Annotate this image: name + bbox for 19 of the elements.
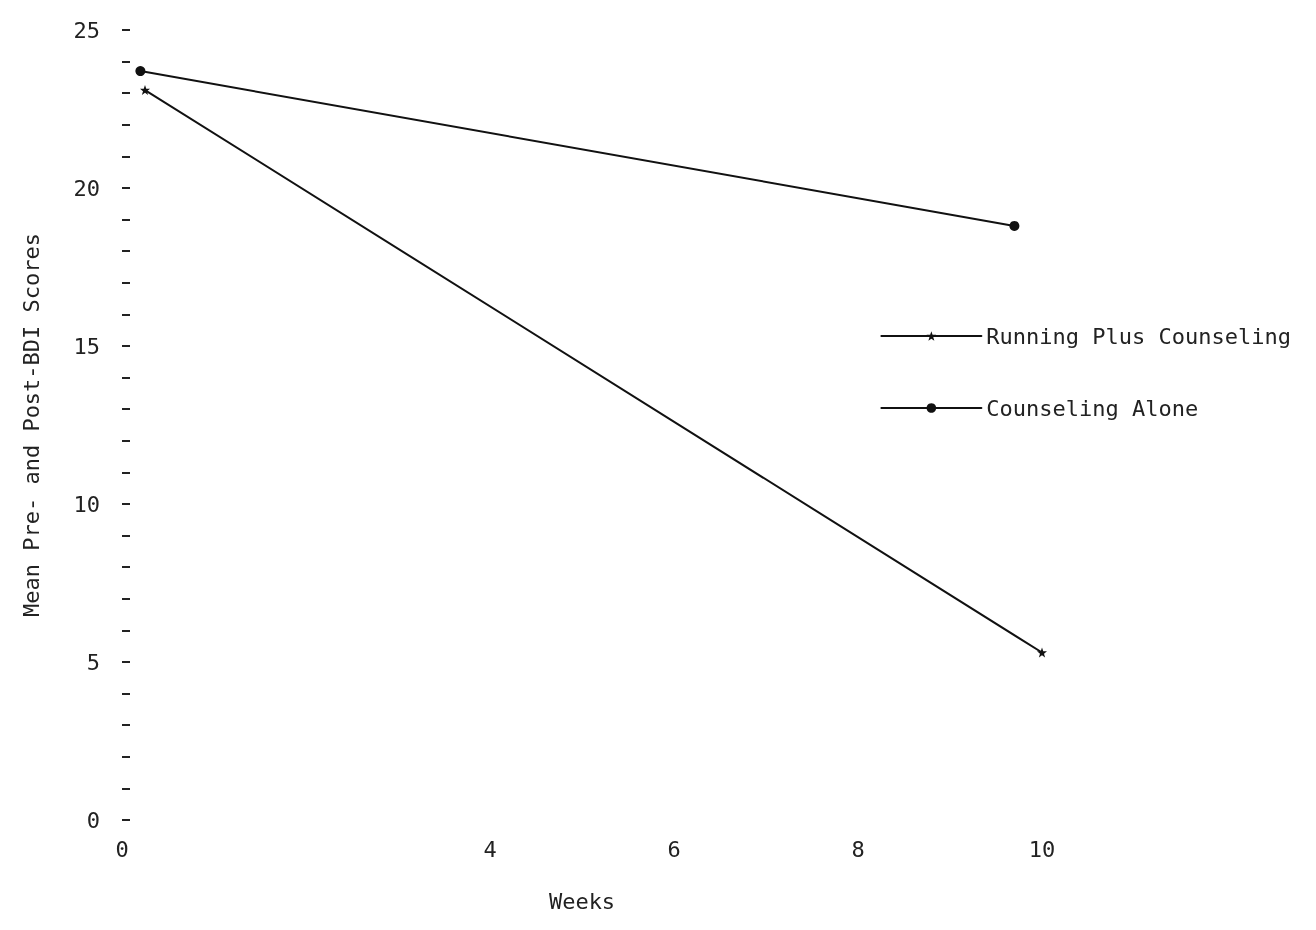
y-tick-label: 25 (73, 17, 100, 43)
legend-label: Counseling Alone (986, 395, 1199, 421)
y-tick-label: 15 (73, 333, 100, 359)
point (135, 66, 146, 77)
y-axis-title: Mean Pre- and Post-BDI Scores (18, 232, 44, 618)
y-tick-label: 20 (73, 175, 100, 201)
x-tick-label: 8 (851, 836, 865, 862)
legend-label: Running Plus Counseling (986, 323, 1291, 349)
x-axis-title: Weeks (548, 888, 616, 914)
x-tick-label: 0 (115, 836, 129, 862)
y-tick-label: 5 (86, 649, 100, 675)
y-tick-label: 0 (86, 807, 100, 833)
point (1037, 647, 1047, 658)
point (140, 85, 150, 96)
x-tick-label: 4 (483, 836, 497, 862)
x-tick-label: 10 (1028, 836, 1056, 862)
point (1009, 220, 1020, 231)
x-tick-label: 6 (667, 836, 681, 862)
y-tick-label: 10 (73, 491, 100, 517)
